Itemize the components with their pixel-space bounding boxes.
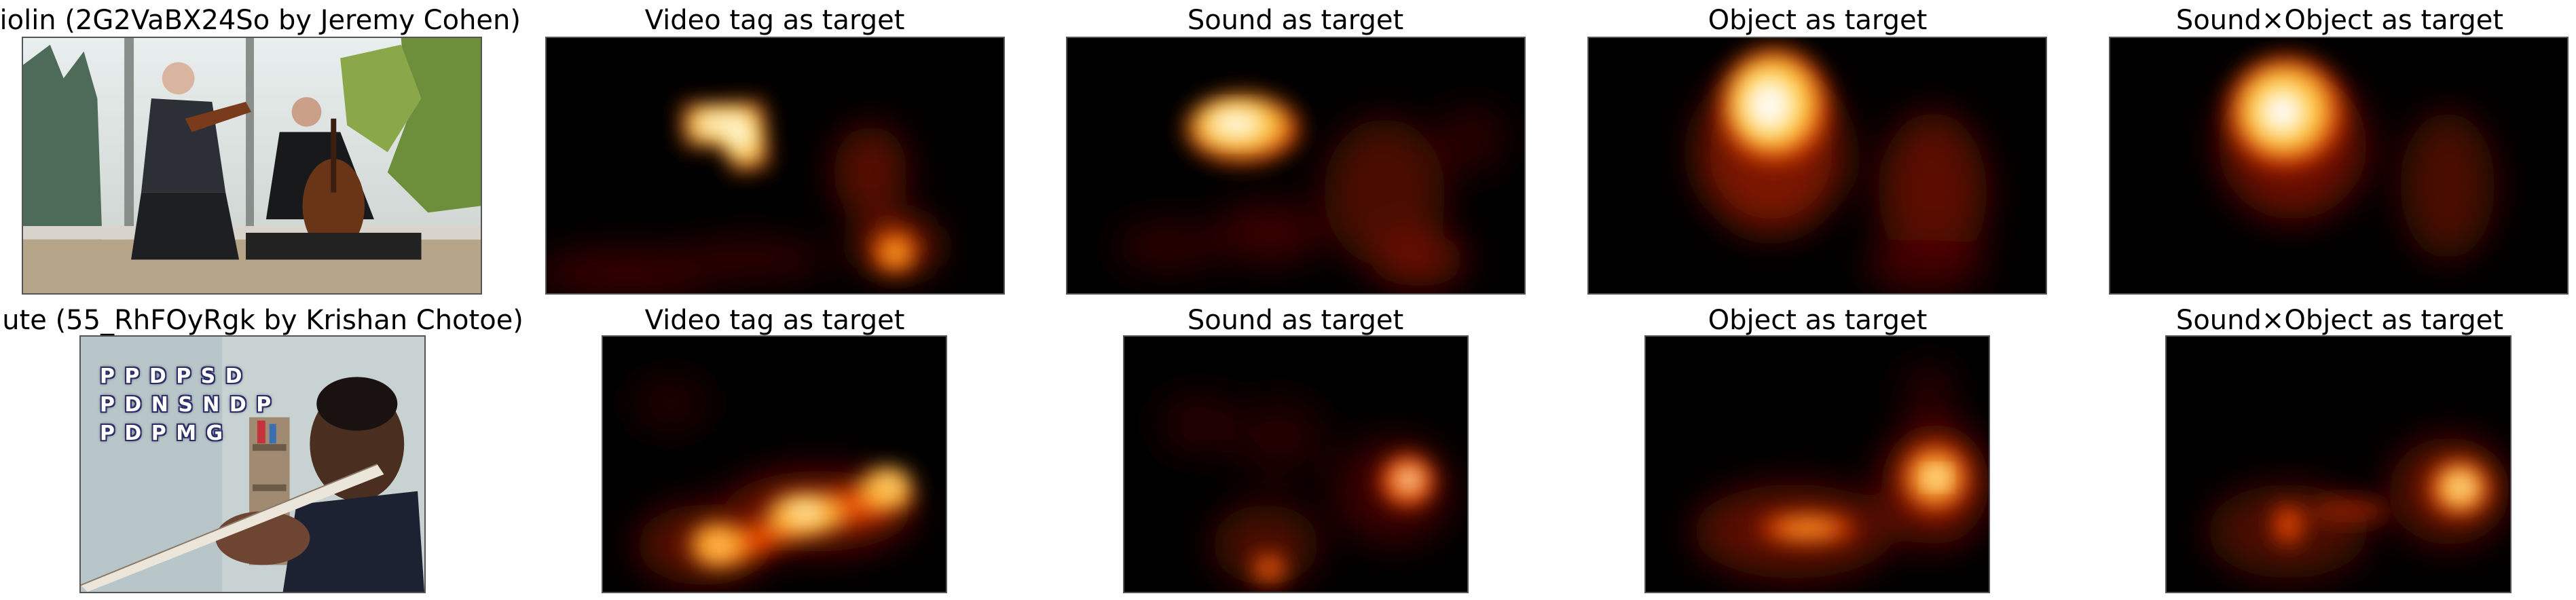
violin-photo [22, 37, 482, 295]
heatmap-video-tag-violin [545, 37, 1005, 295]
music-notation-overlay: P P D P S D P D N S N D P P D P M G [100, 362, 272, 448]
heatmap-sound-violin [1066, 37, 1526, 295]
heatmap-title-sound-object: Sound×Object as target [2175, 305, 2504, 336]
notation-line: P D P M G [100, 421, 225, 445]
heatmap-title-video-tag: Video tag as target [644, 305, 905, 336]
notation-line: P P D P S D [100, 364, 244, 388]
heatmap-video-tag-flute [602, 335, 947, 593]
heatmap-object-flute [1644, 335, 1990, 593]
heatmap-title-sound: Sound as target [1187, 305, 1404, 336]
heatmap-sound-flute [1123, 335, 1469, 593]
flute-photo: P P D P S D P D N S N D P P D P M G [79, 335, 426, 593]
heatmap-title-sound: Sound as target [1187, 5, 1404, 36]
heatmap-title-sound-object: Sound×Object as target [2175, 5, 2504, 36]
heatmap-object-violin [1587, 37, 2047, 295]
flute-photo-title: Flute (55_RhFOyRgk by Krishan Chotoe) [0, 305, 523, 336]
notation-line: P D N S N D P [100, 393, 273, 417]
heatmap-title-object: Object as target [1708, 5, 1928, 36]
violin-photo-title: Violin (2G2VaBX24So by Jeremy Cohen) [0, 5, 521, 36]
heatmap-sound-object-violin [2109, 37, 2569, 295]
heatmap-sound-object-flute [2165, 335, 2511, 593]
heatmap-title-video-tag: Video tag as target [644, 5, 905, 36]
heatmap-title-object: Object as target [1708, 305, 1928, 336]
